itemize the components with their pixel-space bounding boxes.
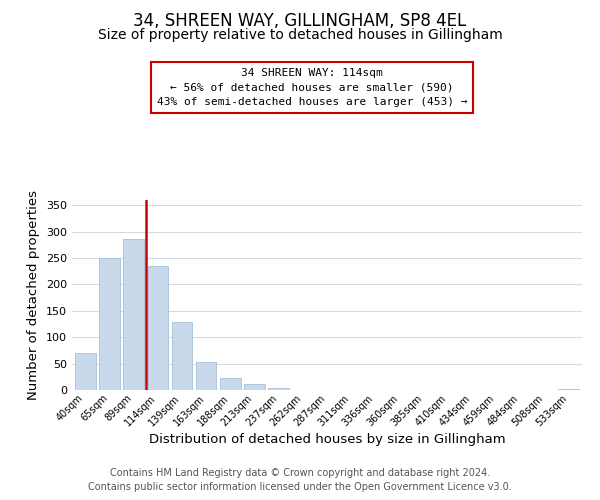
Y-axis label: Number of detached properties: Number of detached properties — [28, 190, 40, 400]
Bar — [99, 258, 120, 390]
Bar — [148, 266, 168, 390]
Text: Contains HM Land Registry data © Crown copyright and database right 2024.: Contains HM Land Registry data © Crown c… — [110, 468, 490, 477]
Bar — [220, 378, 241, 390]
X-axis label: Distribution of detached houses by size in Gillingham: Distribution of detached houses by size … — [149, 433, 505, 446]
Bar — [75, 353, 95, 390]
Bar — [244, 384, 265, 390]
Bar — [196, 362, 217, 390]
Bar — [268, 388, 289, 390]
Text: Contains public sector information licensed under the Open Government Licence v3: Contains public sector information licen… — [88, 482, 512, 492]
Bar — [559, 389, 579, 390]
Text: 34 SHREEN WAY: 114sqm
← 56% of detached houses are smaller (590)
43% of semi-det: 34 SHREEN WAY: 114sqm ← 56% of detached … — [157, 68, 467, 107]
Text: Size of property relative to detached houses in Gillingham: Size of property relative to detached ho… — [98, 28, 502, 42]
Bar — [172, 322, 192, 390]
Bar — [124, 238, 144, 390]
Text: 34, SHREEN WAY, GILLINGHAM, SP8 4EL: 34, SHREEN WAY, GILLINGHAM, SP8 4EL — [133, 12, 467, 30]
